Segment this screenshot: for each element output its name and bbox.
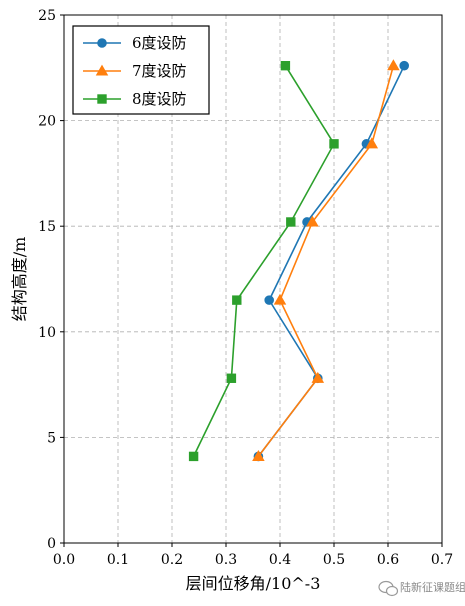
watermark-text: 陆新征课题组 (400, 580, 465, 594)
data-point (232, 295, 242, 305)
x-axis-label: 层间位移角/10^-3 (186, 574, 321, 593)
data-point (329, 139, 339, 149)
wechat-icon (378, 580, 399, 597)
series-6du (253, 60, 410, 462)
legend-item: 8度设防 (83, 90, 187, 108)
y-axis-label: 结构高度/m (10, 237, 29, 322)
legend-label: 8度设防 (132, 90, 187, 108)
legend-label: 6度设防 (132, 34, 187, 52)
data-point (264, 295, 275, 305)
data-point (311, 371, 325, 383)
data-point (306, 215, 319, 227)
y-tick-label: 5 (47, 430, 56, 446)
x-tick-label: 0.6 (377, 552, 399, 568)
data-point (226, 373, 237, 383)
data-point (365, 137, 379, 149)
y-tick-label: 10 (38, 325, 56, 341)
series-line (257, 65, 395, 457)
legend-item: 6度设防 (83, 34, 187, 52)
y-tick-label: 15 (38, 219, 56, 235)
data-point (252, 450, 265, 461)
y-tick-label: 25 (38, 8, 56, 24)
x-tick-label: 0.0 (53, 552, 75, 568)
plot-frame (63, 14, 443, 544)
series-7du (252, 59, 400, 461)
legend: 6度设防 7度设防 8度设防 (72, 25, 210, 115)
x-tick-label: 0.3 (215, 552, 237, 568)
legend-marker (97, 94, 107, 104)
x-tick-label: 0.5 (323, 552, 345, 568)
x-tick-label: 0.1 (107, 552, 129, 568)
data-point (286, 217, 296, 227)
data-point (273, 293, 287, 305)
x-tick-label: 0.4 (269, 552, 291, 568)
data-point (387, 59, 400, 71)
series-8du (188, 60, 339, 462)
legend-marker (97, 38, 107, 48)
y-tick-label: 0 (47, 536, 56, 552)
x-tick-label: 0.2 (161, 552, 183, 568)
data-point (280, 60, 291, 71)
series-layer (188, 59, 410, 462)
data-point (188, 451, 199, 462)
y-tick-label: 20 (38, 114, 56, 130)
legend-label: 7度设防 (132, 62, 187, 80)
legend-item: 7度设防 (83, 62, 187, 80)
x-tick-label: 0.7 (431, 552, 453, 568)
data-point (399, 60, 410, 71)
series-line (192, 65, 335, 457)
legend-marker (95, 64, 109, 76)
axis-ticks: 0.0 0.1 0.2 0.3 0.4 0.5 0.6 0.7 0 5 10 15 20 25 (38, 8, 453, 568)
watermark: 陆新征课题组 (378, 580, 465, 597)
